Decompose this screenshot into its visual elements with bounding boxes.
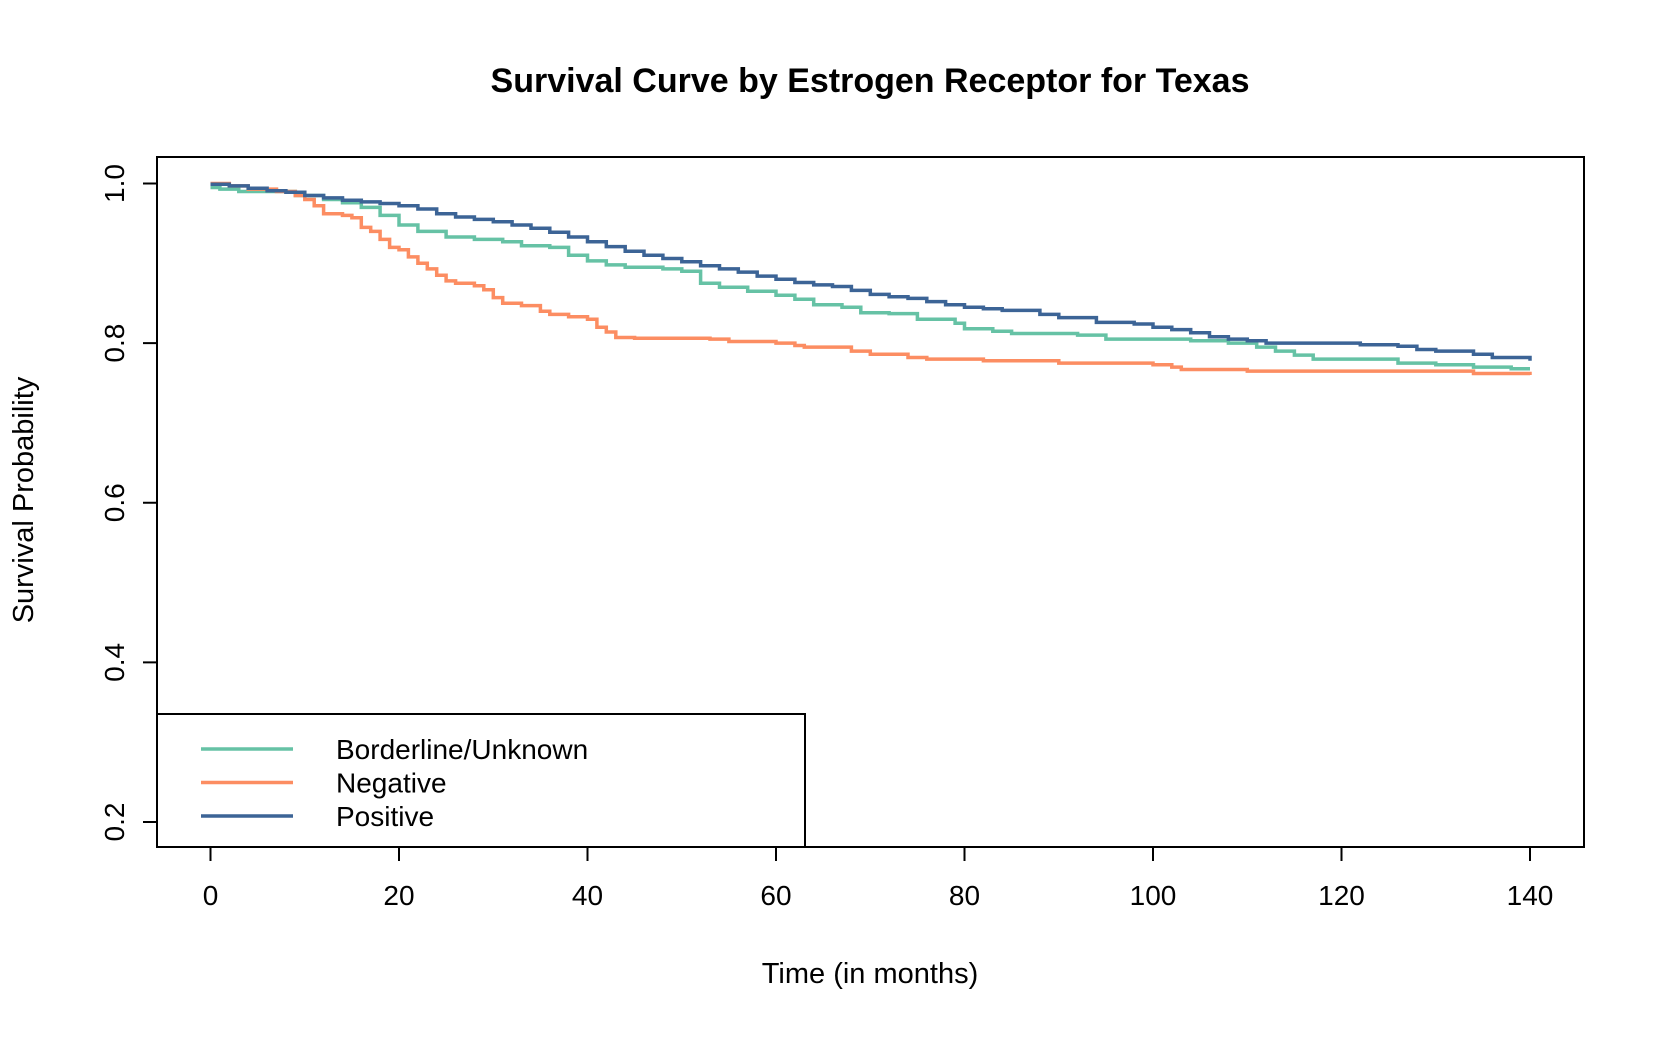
y-tick-label: 1.0 bbox=[99, 164, 130, 203]
series-line-0 bbox=[210, 185, 1530, 371]
x-axis-label: Time (in months) bbox=[762, 958, 978, 990]
x-tick-label: 60 bbox=[760, 880, 791, 911]
y-tick-label: 0.2 bbox=[99, 803, 130, 842]
y-tick-label: 0.4 bbox=[99, 643, 130, 682]
legend-label: Positive bbox=[336, 801, 434, 832]
x-tick-label: 100 bbox=[1130, 880, 1177, 911]
legend-label: Borderline/Unknown bbox=[336, 734, 588, 765]
x-tick-label: 0 bbox=[203, 880, 219, 911]
x-tick-label: 120 bbox=[1318, 880, 1365, 911]
x-tick-label: 80 bbox=[949, 880, 980, 911]
series-line-1 bbox=[210, 181, 1532, 376]
legend-box bbox=[156, 713, 806, 848]
x-tick-label: 20 bbox=[383, 880, 414, 911]
series-layer bbox=[210, 181, 1532, 376]
legend-label: Negative bbox=[336, 768, 447, 799]
x-axis: 0 20 40 60 80 100 120 140 bbox=[203, 846, 1554, 911]
y-axis: 0.2 0.4 0.6 0.8 1.0 bbox=[99, 164, 158, 842]
y-tick-label: 0.6 bbox=[99, 483, 130, 522]
y-axis-label: Survival Probability bbox=[8, 376, 40, 623]
chart-title: Survival Curve by Estrogen Receptor for … bbox=[491, 62, 1250, 100]
series-line-2 bbox=[210, 182, 1532, 361]
x-tick-label: 40 bbox=[572, 880, 603, 911]
y-tick-label: 0.8 bbox=[99, 324, 130, 363]
x-tick-label: 140 bbox=[1507, 880, 1554, 911]
